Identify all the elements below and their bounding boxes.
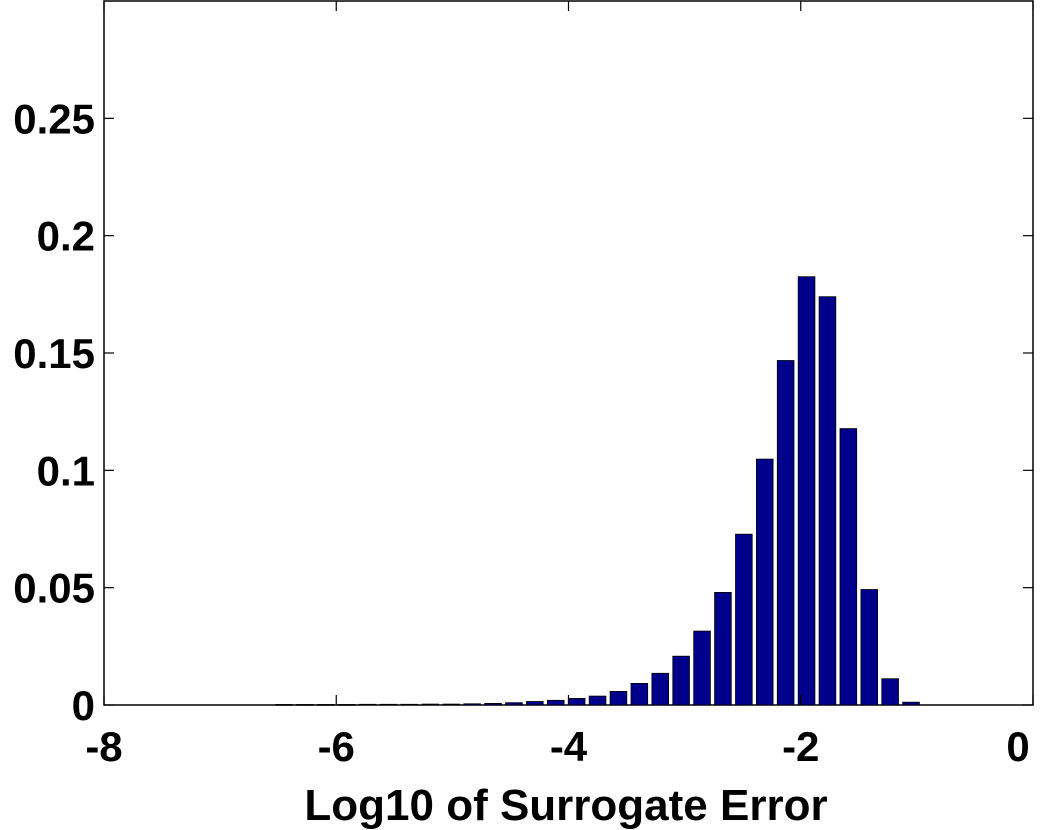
- histogram-bar: [484, 703, 502, 706]
- histogram-bar: [358, 703, 377, 706]
- histogram-bar: [735, 533, 753, 706]
- histogram-bar: [567, 698, 586, 706]
- histogram-bar: [714, 592, 732, 706]
- y-tick-label: 0.05: [13, 565, 95, 612]
- histogram-bar: [672, 655, 690, 706]
- ticks-group: [103, 1, 1034, 706]
- histogram-bar: [588, 695, 607, 706]
- histogram-bar: [902, 701, 920, 706]
- histogram-bar: [776, 360, 795, 706]
- histogram-bar: [860, 589, 879, 706]
- histogram-bar: [693, 630, 711, 706]
- histogram-bar: [379, 703, 398, 706]
- histogram-bar: [421, 703, 440, 706]
- plot-area: [103, 0, 1034, 706]
- histogram-bar: [756, 458, 774, 706]
- x-tick-label: -2: [782, 723, 819, 770]
- histogram-bar: [797, 276, 816, 706]
- histogram-bar: [316, 704, 335, 706]
- y-tick-label: 0.25: [13, 95, 95, 142]
- y-tick-label: 0.15: [13, 330, 95, 377]
- bars-group: [275, 276, 920, 706]
- x-tick-label: -4: [550, 723, 588, 770]
- histogram-bar: [881, 678, 899, 706]
- histogram-bar: [463, 703, 481, 706]
- histogram-bar: [505, 702, 523, 706]
- histogram-bar: [547, 699, 565, 706]
- x-axis-title: Log10 of Surrogate Error: [304, 781, 827, 830]
- histogram-bar: [296, 704, 314, 706]
- x-tick-label: 0: [1006, 723, 1029, 770]
- histogram-bar: [400, 703, 419, 706]
- y-tick-label: 0.1: [37, 447, 95, 494]
- x-tick-label: -6: [318, 723, 355, 770]
- histogram-bar: [337, 704, 356, 706]
- histogram-bar: [839, 428, 858, 706]
- histogram-bar: [818, 296, 837, 706]
- tick-labels-group: -8 -6 -4 -2 0 0 0.05 0.1 0.15 0.2 0.25: [13, 95, 1029, 770]
- histogram-bar: [609, 691, 628, 706]
- histogram-bar: [526, 701, 544, 706]
- y-tick-label: 0: [72, 682, 95, 729]
- histogram-bar: [275, 704, 293, 706]
- histogram-bar: [630, 683, 649, 706]
- y-tick-label: 0.2: [37, 213, 95, 260]
- x-tick-label: -8: [85, 723, 122, 770]
- histogram-bar: [651, 672, 670, 706]
- histogram-bar: [442, 703, 460, 706]
